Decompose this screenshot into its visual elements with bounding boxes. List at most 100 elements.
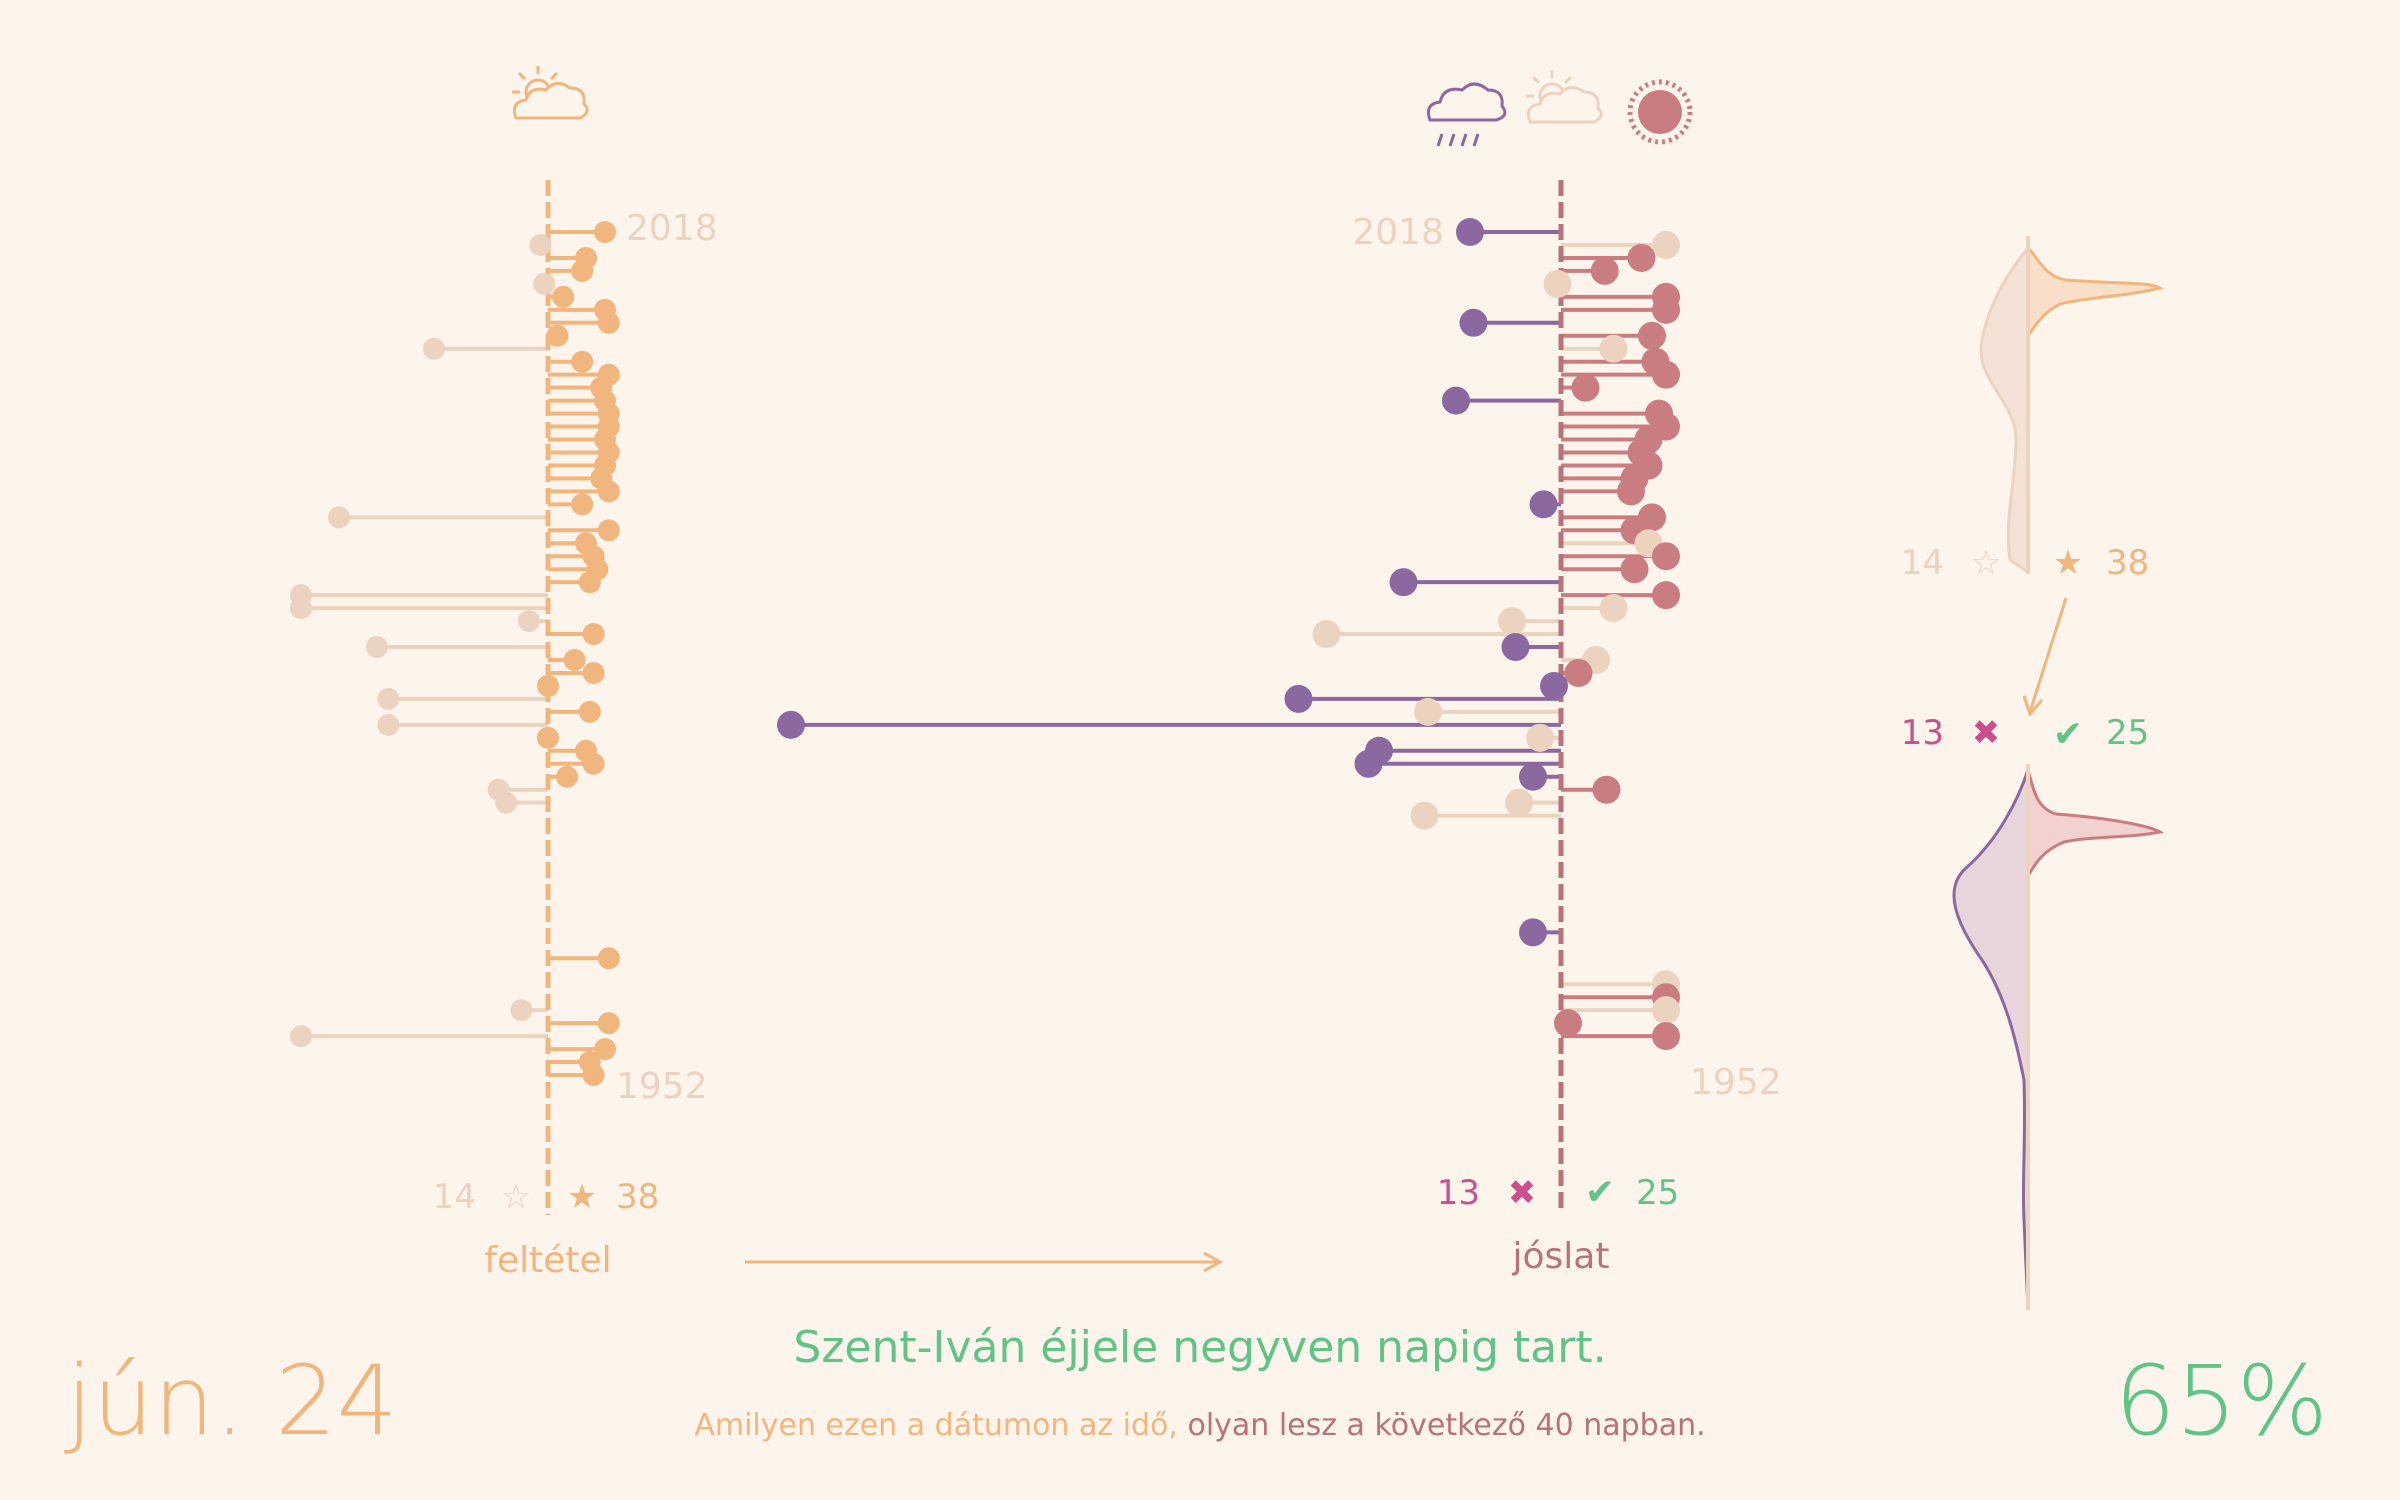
- prediction-point: [1456, 218, 1484, 246]
- condition-point: [582, 661, 605, 684]
- prediction-point: [777, 710, 805, 739]
- condition-point: [533, 272, 556, 295]
- condition-point: [571, 493, 594, 516]
- condition-point: [578, 571, 601, 594]
- dist-right-count: 25: [2106, 713, 2149, 753]
- condition-point: [546, 324, 569, 347]
- condition-bad-count: 14: [433, 1177, 476, 1217]
- prediction-point: [1564, 658, 1593, 687]
- explanation-part1: Amilyen ezen a dátumon az idő,: [694, 1408, 1178, 1443]
- prediction-point: [1652, 360, 1680, 389]
- condition-year-bottom: 1952: [616, 1066, 708, 1107]
- condition-point: [529, 233, 552, 256]
- condition-point: [597, 519, 620, 542]
- condition-good-count: 38: [616, 1177, 659, 1217]
- prediction-panel: 2018 1952 13 ✖ ✔ 25 jóslat: [777, 70, 1782, 1277]
- condition-distribution: 14 ☆ ★ 38: [1901, 236, 2164, 717]
- prediction-point: [1410, 801, 1439, 830]
- prediction-point: [1414, 697, 1442, 726]
- flow-arrow: [745, 1251, 1224, 1273]
- cross-icon: ✖: [1508, 1173, 1537, 1213]
- partly-cloudy-icon: [1526, 70, 1603, 124]
- accuracy-percentage: 65%: [2114, 1345, 2328, 1457]
- prediction-dots: [777, 218, 1680, 1051]
- condition-density-good: [2026, 244, 2164, 341]
- condition-point: [537, 674, 559, 697]
- condition-year-top: 2018: [626, 208, 718, 249]
- condition-point: [495, 791, 518, 814]
- condition-point: [552, 285, 575, 308]
- condition-point: [563, 649, 586, 671]
- prediction-point: [1599, 334, 1628, 363]
- prediction-point: [1620, 555, 1649, 584]
- dist-good-count: 38: [2106, 543, 2149, 583]
- prediction-point: [1554, 1009, 1582, 1038]
- condition-point: [594, 221, 616, 243]
- condition-point: [578, 700, 601, 723]
- condition-point: [290, 1025, 312, 1048]
- prediction-point: [1312, 620, 1341, 649]
- condition-stems: [301, 230, 609, 1078]
- prediction-year-bottom: 1952: [1690, 1062, 1782, 1103]
- dist-arrow: [2022, 597, 2068, 717]
- condition-density-faded: [1979, 243, 2030, 575]
- condition-axis-label: feltétel: [484, 1240, 611, 1281]
- prediction-wrong-count: 13: [1437, 1173, 1480, 1213]
- prediction-point: [1652, 1022, 1680, 1051]
- explanation-part2: olyan lesz a következő 40 napban.: [1187, 1408, 1706, 1443]
- prediction-density-rain: [1952, 769, 2030, 1311]
- dist-hollow-star-icon: ☆: [1971, 543, 2001, 583]
- prediction-axis-label: jóslat: [1512, 1236, 1610, 1277]
- prediction-point: [1501, 633, 1530, 662]
- condition-dots: [290, 221, 620, 1087]
- prediction-point: [1442, 386, 1470, 415]
- partly-cloudy-icon: [512, 66, 589, 120]
- prediction-point: [1354, 749, 1383, 778]
- condition-point: [377, 713, 400, 736]
- prediction-point: [1529, 490, 1558, 519]
- prediction-point: [1599, 594, 1628, 623]
- prediction-stems: [791, 230, 1666, 1039]
- condition-panel: 2018 1952 14 ☆ ★ 38 feltétel: [290, 66, 718, 1281]
- condition-point: [597, 480, 620, 503]
- hollow-star-icon: ☆: [501, 1177, 531, 1217]
- prediction-right-count: 25: [1636, 1173, 1679, 1213]
- check-icon: ✔: [1585, 1172, 1615, 1213]
- condition-point: [366, 636, 388, 659]
- prediction-point: [1543, 269, 1572, 298]
- rain-cloud-icon: [1426, 82, 1507, 147]
- dist-bad-count: 14: [1901, 543, 1944, 583]
- prediction-density-warm: [2026, 769, 2165, 882]
- condition-point: [510, 999, 533, 1022]
- condition-point: [290, 597, 312, 620]
- date-label: jún. 24: [66, 1345, 398, 1457]
- condition-point: [597, 1012, 620, 1035]
- prediction-point: [1638, 321, 1666, 350]
- condition-point: [582, 752, 605, 775]
- prediction-point: [1652, 581, 1680, 610]
- prediction-distribution: 13 ✖ ✔ 25: [1901, 713, 2165, 1311]
- condition-point: [571, 350, 594, 373]
- condition-point: [582, 623, 605, 646]
- filled-star-icon: ★: [567, 1177, 597, 1217]
- prediction-point: [1652, 230, 1680, 259]
- condition-point: [594, 1038, 616, 1061]
- condition-point: [328, 506, 350, 529]
- prediction-point: [1592, 775, 1621, 804]
- prediction-point: [1652, 542, 1680, 571]
- condition-point: [597, 311, 620, 334]
- condition-point: [377, 687, 400, 710]
- condition-point: [518, 610, 540, 633]
- condition-point: [571, 259, 594, 282]
- prediction-point: [1590, 256, 1619, 285]
- prediction-point: [1652, 996, 1680, 1025]
- explanation-text: Amilyen ezen a dátumon az idő, olyan les…: [0, 1408, 2400, 1443]
- prediction-point: [1519, 762, 1547, 791]
- prediction-point: [1459, 308, 1488, 337]
- prediction-point: [1519, 918, 1547, 947]
- prediction-point: [1389, 568, 1418, 597]
- dist-cross-icon: ✖: [1972, 713, 2001, 753]
- dist-wrong-count: 13: [1901, 713, 1944, 753]
- dist-check-icon: ✔: [2053, 714, 2083, 755]
- prediction-point: [1627, 243, 1656, 272]
